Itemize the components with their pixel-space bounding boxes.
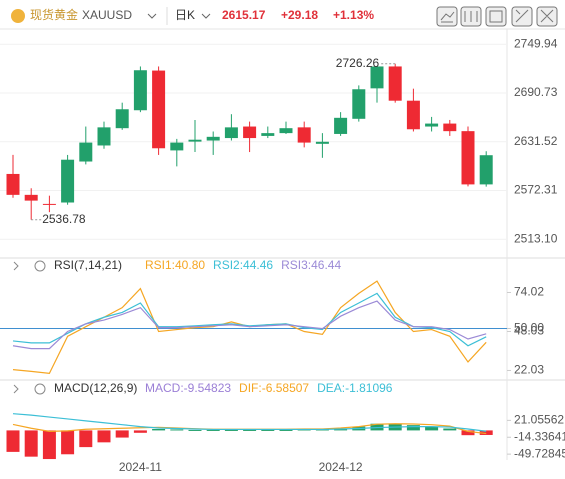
candle-body: [425, 123, 439, 127]
change-pct: +1.13%: [333, 8, 374, 22]
indicator-line: [12, 300, 487, 350]
histogram-bar: [188, 429, 202, 431]
legend-entry: MACD:-9.54823: [145, 381, 231, 395]
y-tick-label: 2631.52: [514, 134, 558, 148]
symbol[interactable]: XAUUSD: [82, 8, 132, 22]
candle-body: [97, 127, 111, 146]
histogram-bar: [479, 430, 493, 435]
candle-body: [479, 155, 493, 185]
histogram-bar: [170, 429, 184, 431]
y-tick-label: 50.00: [514, 321, 544, 335]
y-tick-label: 74.02: [514, 285, 544, 299]
histogram-bar: [133, 430, 147, 433]
dropdown[interactable]: [147, 13, 157, 19]
candle-body: [243, 126, 257, 139]
histogram-bar: [42, 430, 56, 460]
logo: [11, 9, 25, 23]
candle-body: [79, 142, 93, 162]
legend-entry: RSI1:40.80: [145, 258, 205, 272]
candle-body: [6, 173, 20, 195]
candle-body: [61, 159, 75, 203]
candle-body: [352, 89, 366, 119]
histogram-bar: [206, 429, 220, 431]
candle-body: [406, 100, 420, 130]
tool-button[interactable]: [485, 6, 507, 27]
candle-body: [170, 142, 184, 151]
y-tick-label: 2749.94: [514, 36, 558, 50]
indicator-line: [12, 413, 487, 432]
candle-body: [224, 127, 238, 139]
settings-icon[interactable]: [34, 383, 46, 395]
histogram-bar: [279, 429, 293, 431]
tool-button[interactable]: [436, 6, 458, 27]
candle-body: [24, 194, 38, 201]
y-tick-label: -49.72845: [514, 446, 565, 460]
histogram-bar: [243, 429, 257, 431]
x-tick-label: 2024-12: [319, 460, 363, 474]
candle-body: [42, 203, 56, 205]
candle-body: [206, 136, 220, 141]
price: 2615.17: [222, 8, 266, 22]
histogram-bar: [115, 430, 129, 438]
histogram-bar: [24, 430, 38, 457]
histogram-bar: [61, 430, 75, 455]
histogram-bar: [461, 430, 475, 436]
instrument-name[interactable]: 现货黄金: [30, 7, 78, 22]
histogram-bar: [97, 430, 111, 443]
candle-body: [261, 133, 275, 136]
legend-entry: DIF:-6.58507: [239, 381, 309, 395]
histogram-bar: [79, 430, 93, 448]
candle-body: [152, 70, 166, 149]
histogram-bar: [152, 428, 166, 431]
candle-body: [370, 66, 384, 89]
candle-body: [279, 128, 293, 134]
y-tick-label: -14.33641: [514, 429, 565, 443]
legend-entry: RSI2:44.46: [213, 258, 273, 272]
histogram-bar: [443, 428, 457, 431]
histogram-bar: [6, 430, 20, 452]
histogram-bar: [261, 429, 275, 431]
candle-body: [443, 123, 457, 132]
candle-body: [297, 127, 311, 143]
candle-body: [115, 109, 129, 129]
collapse-icons[interactable]: [13, 261, 19, 394]
candle-body: [334, 117, 348, 134]
candle-body: [461, 131, 475, 185]
indicator-label: MACD(12,26,9): [54, 381, 137, 395]
candle-body: [188, 139, 202, 142]
histogram-bar: [224, 429, 238, 431]
candle-body: [315, 141, 329, 144]
indicator-line: [12, 292, 487, 347]
candle-body: [388, 66, 402, 101]
candle-body: [133, 70, 147, 111]
indicator-label: RSI(7,14,21): [54, 258, 122, 272]
y-tick-label: 48.03: [514, 324, 544, 338]
y-tick-label: 21.05562: [514, 413, 564, 427]
toolbar: [436, 6, 558, 27]
y-tick-label: 22.03: [514, 363, 544, 377]
y-tick-label: 2572.31: [514, 183, 558, 197]
legend-entry: RSI3:46.44: [281, 258, 341, 272]
y-tick-label: 2513.10: [514, 231, 558, 245]
tool-icons: [440, 9, 554, 23]
y-tick-label: 2690.73: [514, 85, 558, 99]
change: +29.18: [281, 8, 318, 22]
period[interactable]: 日K: [175, 8, 195, 22]
annotation: 2726.26: [336, 56, 380, 70]
histogram-bar: [406, 425, 420, 431]
histogram-bar: [425, 426, 439, 431]
dropdown[interactable]: [201, 13, 211, 19]
annotation: 2536.78: [42, 212, 86, 226]
x-tick-label: 2024-11: [119, 460, 162, 474]
legend-entry: DEA:-1.81096: [317, 381, 393, 395]
settings-icon[interactable]: [34, 260, 46, 272]
